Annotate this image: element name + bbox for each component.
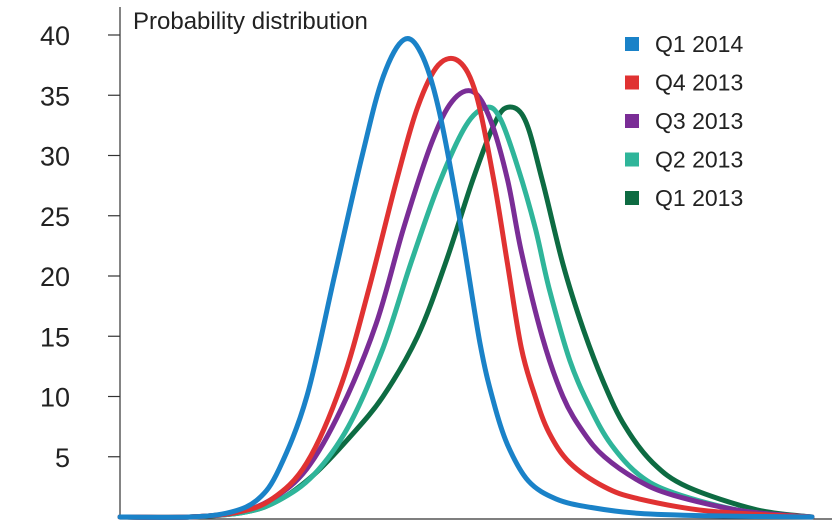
legend: Q1 2014 Q4 2013 Q3 2013 Q2 2013 Q1 2013 [625,31,743,211]
y-axis-ticks: 5 10 15 20 25 30 35 40 [40,21,120,473]
series-line-q4-2013 [117,55,815,520]
legend-label-q3-2013: Q3 2013 [655,108,743,134]
series-line-q1-2014 [117,36,815,520]
y-tick-label: 30 [40,142,70,172]
legend-label-q2-2013: Q2 2013 [655,147,743,173]
y-tick-label: 25 [40,202,70,232]
y-tick-label: 35 [40,81,70,111]
y-tick-label: 5 [55,443,70,473]
y-tick-label: 15 [40,322,70,352]
legend-swatch-q1-2014 [625,37,639,51]
legend-swatch-q2-2013 [625,152,639,167]
legend-swatch-q3-2013 [625,114,639,128]
legend-swatch-q1-2013 [625,191,639,205]
y-tick-label: 20 [40,262,70,292]
y-tick-label: 10 [40,383,70,413]
axes [119,7,832,520]
chart-title: Probability distribution [133,8,368,35]
y-tick-label: 40 [40,21,70,51]
legend-label-q4-2013: Q4 2013 [655,70,743,96]
series-layer [117,36,815,520]
legend-swatch-q4-2013 [625,75,639,90]
legend-label-q1-2013: Q1 2013 [655,185,743,211]
legend-label-q1-2014: Q1 2014 [655,31,743,57]
series-line-q2-2013 [117,104,815,520]
